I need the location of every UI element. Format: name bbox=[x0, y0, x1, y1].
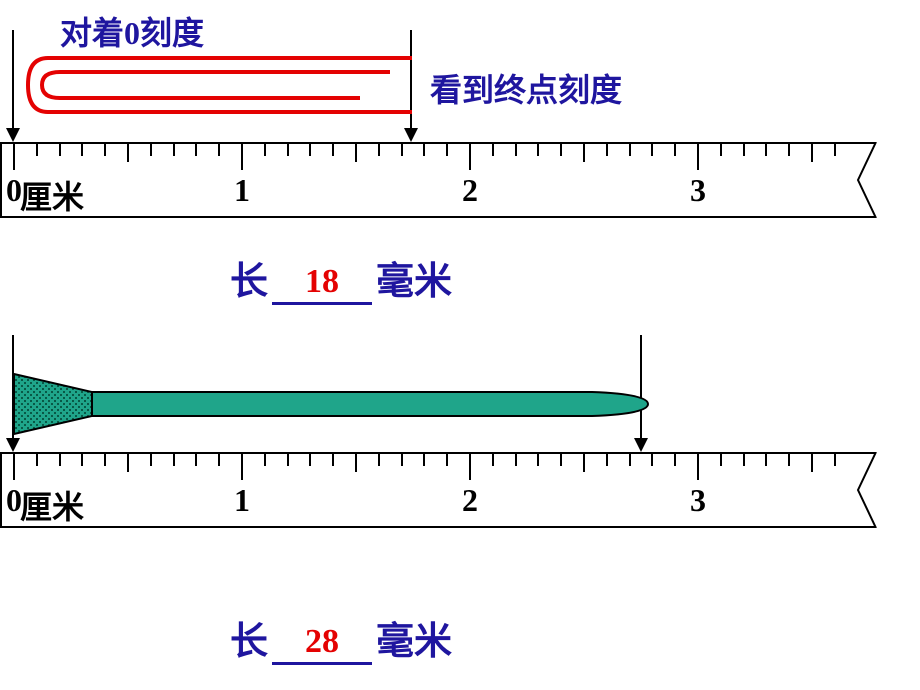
paperclip-shape bbox=[20, 50, 420, 125]
start-align-label: 对着0刻度 bbox=[60, 8, 204, 54]
answer-prefix: 长 bbox=[230, 250, 268, 305]
ruler-mark: 1 bbox=[234, 172, 250, 209]
end-read-label: 看到终点刻度 bbox=[430, 65, 622, 111]
answer-suffix: 毫米 bbox=[376, 250, 452, 305]
ruler-mark: 3 bbox=[690, 172, 706, 209]
ruler-mark: 3 bbox=[690, 482, 706, 519]
ruler-bottom: 0厘米123 bbox=[0, 452, 872, 528]
ruler-mark: 1 bbox=[234, 482, 250, 519]
answer-value-2: 28 bbox=[272, 623, 372, 665]
ruler-mark: 2 bbox=[462, 172, 478, 209]
ruler-unit-label: 厘米 bbox=[20, 172, 84, 218]
ruler-top: 0厘米123 bbox=[0, 142, 872, 218]
nail-shape bbox=[12, 370, 652, 443]
ruler-unit-label: 厘米 bbox=[20, 482, 84, 528]
clip-start-arrow bbox=[12, 30, 14, 140]
ruler-mark: 2 bbox=[462, 482, 478, 519]
answer-value-1: 18 bbox=[272, 263, 372, 305]
answer-line-2: 长 28 毫米 bbox=[230, 610, 452, 665]
answer-suffix: 毫米 bbox=[376, 610, 452, 665]
answer-line-1: 长 18 毫米 bbox=[230, 250, 452, 305]
answer-prefix: 长 bbox=[230, 610, 268, 665]
